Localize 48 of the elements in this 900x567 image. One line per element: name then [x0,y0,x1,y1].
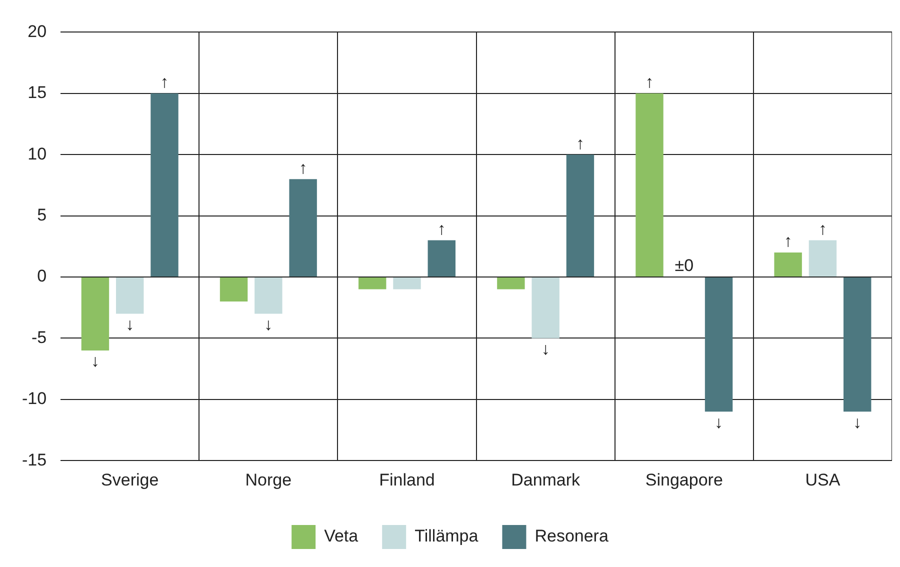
bar [254,278,282,314]
x-tick-label: Danmark [511,470,581,490]
legend-label: Veta [324,526,359,546]
bar [116,278,144,314]
data-label: ↑ [818,219,827,238]
bar [774,252,802,276]
y-tick-label: -10 [22,389,47,408]
bar [497,278,525,290]
data-label: ↑ [784,232,792,251]
data-label: ↑ [645,72,654,92]
bar [844,278,872,412]
bar [289,179,317,276]
bar [81,278,110,350]
bar [220,278,248,302]
bar [566,154,594,276]
data-label: ↓ [126,314,134,334]
bar [636,93,664,276]
bar [393,278,421,290]
y-tick-label: 20 [28,22,47,41]
data-label: ↑ [576,134,584,153]
y-tick-label: 10 [28,144,47,164]
data-label: ↓ [264,314,273,334]
bar [358,278,386,290]
y-tick-label: -15 [22,450,47,470]
bar [704,278,733,412]
data-label: ↓ [853,412,862,432]
legend-label: Tillämpa [414,526,479,546]
data-label: ↓ [541,339,550,358]
y-tick-label: -5 [31,328,47,347]
x-tick-label: Singapore [645,470,723,490]
x-tick-label: Norge [245,470,292,490]
legend-label: Resonera [534,526,609,546]
y-tick-label: 0 [37,266,47,286]
data-label: ↑ [160,72,169,92]
y-tick-label: 5 [37,205,47,224]
data-label: ↑ [298,158,308,178]
bar [150,93,178,276]
bar [808,240,837,276]
x-tick-label: Sverige [101,470,159,490]
x-tick-label: Finland [379,470,435,490]
data-label: ±0 [674,256,694,276]
data-label: ↓ [714,412,724,432]
bar [532,278,560,338]
data-label: ↓ [90,352,100,371]
data-label: ↑ [437,219,446,238]
x-tick-label: USA [805,470,841,490]
y-tick-label: 15 [28,83,47,102]
bar [428,240,456,276]
